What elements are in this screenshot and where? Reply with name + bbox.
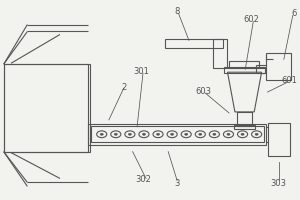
- Text: 8: 8: [174, 7, 180, 16]
- Bar: [268, 123, 290, 156]
- Circle shape: [170, 133, 174, 135]
- Text: 602: 602: [243, 15, 259, 24]
- Circle shape: [199, 133, 202, 135]
- Bar: [237, 112, 252, 126]
- Text: 601: 601: [282, 76, 298, 85]
- Circle shape: [114, 133, 117, 135]
- Bar: [224, 67, 265, 73]
- Text: 6: 6: [292, 9, 297, 18]
- Circle shape: [128, 133, 131, 135]
- Bar: [4, 64, 90, 152]
- Bar: [229, 61, 259, 68]
- Circle shape: [227, 133, 230, 135]
- Circle shape: [142, 133, 146, 135]
- Circle shape: [184, 133, 188, 135]
- Text: 3: 3: [174, 179, 180, 188]
- Bar: [266, 53, 291, 80]
- Text: 303: 303: [270, 179, 286, 188]
- Circle shape: [255, 133, 258, 135]
- Bar: [88, 124, 266, 145]
- Text: 301: 301: [134, 67, 149, 76]
- Circle shape: [156, 133, 160, 135]
- Text: 302: 302: [135, 175, 151, 184]
- Bar: [4, 64, 88, 152]
- Bar: [91, 126, 264, 142]
- Circle shape: [100, 133, 103, 135]
- Circle shape: [213, 133, 216, 135]
- Text: 603: 603: [196, 87, 212, 96]
- Bar: [213, 39, 227, 68]
- Bar: [165, 39, 223, 48]
- Circle shape: [241, 133, 244, 135]
- Text: 2: 2: [121, 83, 126, 92]
- Bar: [234, 125, 255, 129]
